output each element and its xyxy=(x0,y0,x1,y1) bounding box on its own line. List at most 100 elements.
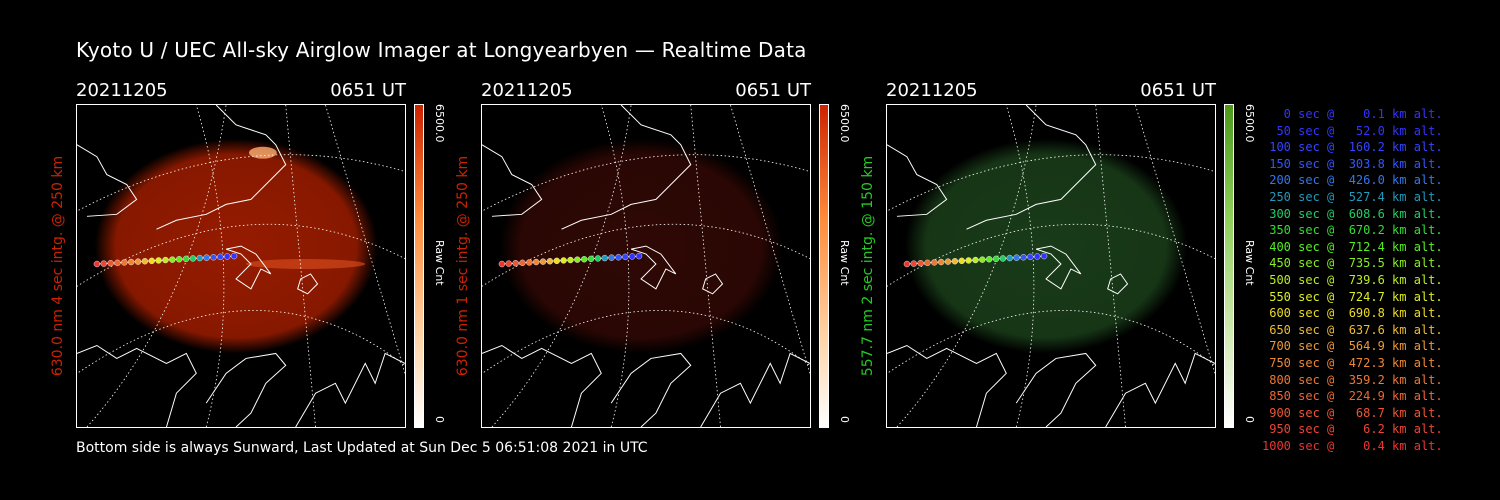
track-point xyxy=(519,259,526,267)
track-point xyxy=(498,260,506,268)
grid-lines xyxy=(482,105,810,427)
track-point xyxy=(567,256,574,264)
track-point xyxy=(574,256,581,263)
track-point xyxy=(594,255,602,262)
track-point xyxy=(581,256,588,263)
track-point xyxy=(162,256,169,264)
track-point xyxy=(931,259,938,266)
satellite-track xyxy=(498,252,643,268)
colorbar xyxy=(819,104,829,428)
legend-row: 450 sec @ 735.5 km alt. xyxy=(1262,256,1443,271)
panel-ylabel: 557.7 nm 2 sec intg. @ 150 km xyxy=(860,155,876,377)
colorbar-min: 0 xyxy=(838,416,851,423)
panel-date: 20211205 xyxy=(481,80,573,101)
allsky-image xyxy=(887,105,1215,427)
legend-row: 600 sec @ 690.8 km alt. xyxy=(1262,306,1443,321)
track-point xyxy=(505,260,512,267)
image-panel-2: 20211205 0651 UT 630.0 nm 1 sec intg. @ … xyxy=(455,80,851,440)
track-point xyxy=(1034,253,1041,260)
track-point xyxy=(533,258,540,266)
altitude-legend: 0 sec @ 0.1 km alt. 50 sec @ 52.0 km alt… xyxy=(1262,106,1443,454)
page-title: Kyoto U / UEC All-sky Airglow Imager at … xyxy=(76,38,807,62)
track-point xyxy=(114,259,121,267)
track-point xyxy=(546,258,554,265)
track-point xyxy=(999,255,1007,262)
legend-row: 200 sec @ 426.0 km alt. xyxy=(1262,173,1443,188)
satellite-track xyxy=(93,252,238,268)
sky-glow xyxy=(499,138,783,354)
grid-lines xyxy=(887,105,1215,427)
legend-row: 950 sec @ 6.2 km alt. xyxy=(1262,422,1443,437)
track-point xyxy=(608,254,615,261)
colorbar xyxy=(414,104,424,428)
track-point xyxy=(141,258,149,265)
track-point xyxy=(992,255,1000,263)
track-point xyxy=(189,255,197,262)
legend-row: 900 sec @ 68.7 km alt. xyxy=(1262,405,1443,420)
panel-ylabel: 630.0 nm 1 sec intg. @ 250 km xyxy=(455,155,471,377)
allsky-map xyxy=(481,104,811,428)
track-point xyxy=(121,259,128,266)
colorbar-unit: Raw Cnt xyxy=(838,240,851,286)
legend-row: 300 sec @ 608.6 km alt. xyxy=(1262,206,1443,221)
track-point xyxy=(182,255,190,263)
allsky-image xyxy=(77,105,405,427)
legend-row: 700 sec @ 564.9 km alt. xyxy=(1262,339,1443,354)
legend-row: 750 sec @ 472.3 km alt. xyxy=(1262,355,1443,370)
track-point xyxy=(910,260,917,267)
track-point xyxy=(972,256,979,264)
track-point xyxy=(903,260,911,268)
panel-time: 0651 UT xyxy=(1140,80,1216,101)
panel-ylabel: 630.0 nm 4 sec intg. @ 250 km xyxy=(50,155,66,377)
colorbar-max: 6500.0 xyxy=(1243,104,1256,143)
legend-row: 400 sec @ 712.4 km alt. xyxy=(1262,239,1443,254)
track-point xyxy=(128,258,135,266)
legend-row: 0 sec @ 0.1 km alt. xyxy=(1262,107,1443,121)
panel-time: 0651 UT xyxy=(330,80,406,101)
track-point xyxy=(622,253,629,261)
legend-row: 150 sec @ 303.8 km alt. xyxy=(1262,156,1443,171)
track-point xyxy=(958,257,965,265)
image-panel-3: 20211205 0651 UT 557.7 nm 2 sec intg. @ … xyxy=(860,80,1256,440)
coastlines xyxy=(887,105,1215,427)
track-point xyxy=(587,255,595,263)
track-point xyxy=(635,252,643,260)
track-point xyxy=(176,256,183,263)
legend-row: 250 sec @ 527.4 km alt. xyxy=(1262,189,1443,204)
legend-row: 550 sec @ 724.7 km alt. xyxy=(1262,289,1443,304)
track-point xyxy=(203,254,210,261)
track-point xyxy=(629,253,636,260)
colorbar-min: 0 xyxy=(433,416,446,423)
track-point xyxy=(1006,254,1013,262)
allsky-image xyxy=(482,105,810,427)
footer-text: Bottom side is always Sunward, Last Upda… xyxy=(76,440,648,456)
coastlines xyxy=(482,105,810,427)
legend-row: 100 sec @ 160.2 km alt. xyxy=(1262,140,1443,155)
colorbar xyxy=(1224,104,1234,428)
colorbar-max: 6500.0 xyxy=(433,104,446,143)
colorbar-max: 6500.0 xyxy=(838,104,851,143)
sky-glow xyxy=(94,138,378,354)
legend-row: 850 sec @ 224.9 km alt. xyxy=(1262,389,1443,404)
allsky-map xyxy=(76,104,406,428)
track-point xyxy=(155,257,162,264)
satellite-track xyxy=(903,252,1048,268)
track-point xyxy=(526,259,533,266)
track-point xyxy=(944,258,952,265)
arc-band xyxy=(245,259,366,269)
colorbar-unit: Raw Cnt xyxy=(433,240,446,286)
track-point xyxy=(1020,254,1027,261)
legend-row: 350 sec @ 670.2 km alt. xyxy=(1262,223,1443,238)
track-point xyxy=(560,257,567,264)
track-point xyxy=(230,252,238,260)
track-point xyxy=(210,254,217,261)
track-point xyxy=(512,260,519,267)
track-point xyxy=(539,258,547,265)
track-point xyxy=(965,257,972,264)
track-point xyxy=(986,256,993,263)
bright-spot xyxy=(248,146,277,159)
track-point xyxy=(169,256,176,263)
legend-row: 800 sec @ 359.2 km alt. xyxy=(1262,372,1443,387)
legend-row: 500 sec @ 739.6 km alt. xyxy=(1262,272,1443,287)
track-point xyxy=(93,260,101,268)
